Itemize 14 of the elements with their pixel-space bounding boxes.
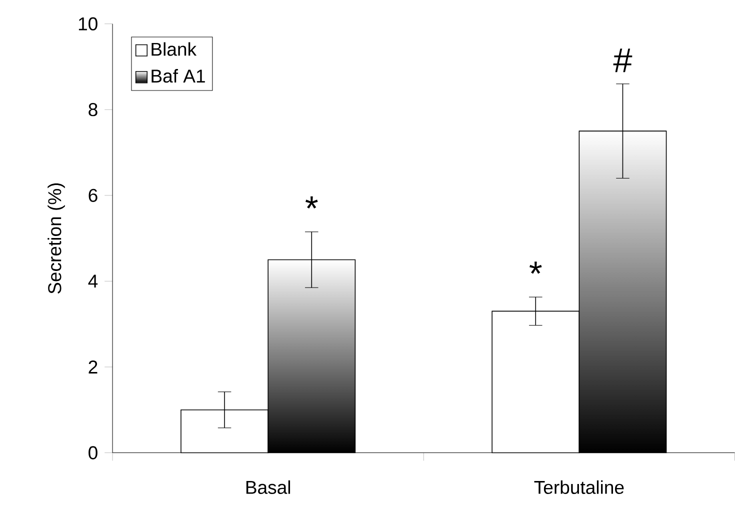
y-tick-label: 8	[88, 103, 98, 116]
annotation: *	[529, 262, 542, 274]
x-tick-label: Terbutaline	[534, 480, 624, 494]
legend-label: Baf A1	[152, 69, 205, 83]
annotation: #	[613, 48, 632, 72]
y-tick-label: 4	[88, 274, 98, 288]
y-axis-title: Secretion (%)	[48, 183, 65, 294]
x-tick-label: Basal	[246, 480, 290, 494]
y-tick-label: 2	[88, 360, 98, 374]
annotation: *	[306, 196, 318, 209]
y-tick-label: 6	[88, 188, 98, 202]
legend-label: Blank	[152, 42, 197, 56]
y-tick-label: 0	[88, 446, 98, 460]
y-tick-label: 10	[78, 17, 98, 30]
